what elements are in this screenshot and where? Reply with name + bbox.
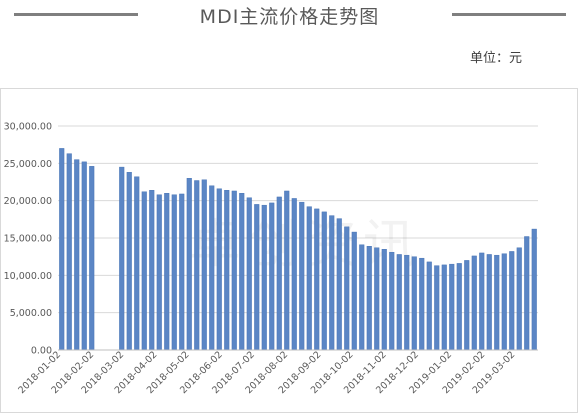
bar: [509, 251, 515, 351]
bar: [404, 254, 410, 351]
y-tick-label: 0.00: [31, 346, 52, 357]
bar: [479, 252, 485, 351]
bar: [276, 196, 282, 351]
bar: [531, 228, 537, 351]
y-tick-label: 5,000.00: [10, 308, 52, 319]
bar: [291, 198, 297, 351]
y-tick-label: 20,000.00: [4, 196, 52, 207]
bar: [321, 211, 327, 351]
bar: [179, 193, 185, 351]
y-tick-label: 10,000.00: [4, 271, 52, 282]
bar: [441, 264, 447, 351]
bar: [456, 263, 462, 351]
bar: [149, 190, 155, 351]
bar: [411, 256, 417, 351]
header-rule-right: [452, 13, 566, 16]
bar: [141, 191, 147, 351]
bar: [396, 254, 402, 351]
bar: [284, 190, 290, 351]
bar: [254, 204, 260, 351]
bar: [464, 260, 470, 351]
bar: [336, 218, 342, 351]
bar: [171, 194, 177, 351]
bar: [231, 190, 237, 351]
bar: [494, 254, 500, 351]
bar: [66, 153, 72, 351]
bar: [351, 231, 357, 351]
bar: [126, 172, 132, 351]
bar: [156, 194, 162, 351]
bar: [74, 159, 80, 351]
bar: [516, 247, 522, 351]
bar: [269, 202, 275, 351]
bar: [59, 148, 65, 351]
bar: [471, 255, 477, 351]
bar: [434, 265, 440, 351]
bar: [186, 178, 192, 351]
bar: [224, 190, 230, 351]
bar: [359, 244, 365, 351]
bar: [246, 197, 252, 351]
bar: [314, 208, 320, 351]
bar: [366, 246, 372, 351]
bar: [344, 226, 350, 351]
y-tick-label: 30,000.00: [4, 122, 52, 133]
bar: [239, 192, 245, 351]
bar: [389, 251, 395, 351]
bars: [58, 148, 538, 351]
bar: [501, 253, 507, 351]
y-axis: 0.00 5,000.00 10,000.00 15,000.00 20,000.00 2…: [4, 122, 52, 357]
bar: [524, 236, 530, 351]
bar: [381, 248, 387, 351]
header-rule-left: [14, 13, 138, 16]
bar: [449, 263, 455, 351]
bar: [89, 166, 95, 351]
bar: [299, 201, 305, 351]
unit-label: 单位：元: [470, 51, 523, 66]
bar: [486, 254, 492, 351]
chart-frame: [0, 88, 578, 413]
bar: [216, 188, 222, 351]
bar: [194, 180, 200, 351]
bar: [261, 204, 267, 351]
bar: [119, 166, 125, 351]
bar: [209, 185, 215, 351]
bar: [329, 215, 335, 351]
bar: [426, 261, 432, 351]
bar: [164, 192, 170, 351]
chart-title: MDI主流价格走势图: [199, 6, 380, 28]
bar: [306, 206, 312, 351]
bar: [419, 257, 425, 351]
bar: [134, 176, 140, 351]
x-axis: 2018-01-022018-02-022018-03-022018-04-02…: [16, 349, 517, 396]
bar: [374, 247, 380, 351]
y-tick-label: 25,000.00: [4, 159, 52, 170]
bar: [81, 161, 87, 351]
bar: [201, 179, 207, 351]
y-tick-label: 15,000.00: [4, 234, 52, 245]
